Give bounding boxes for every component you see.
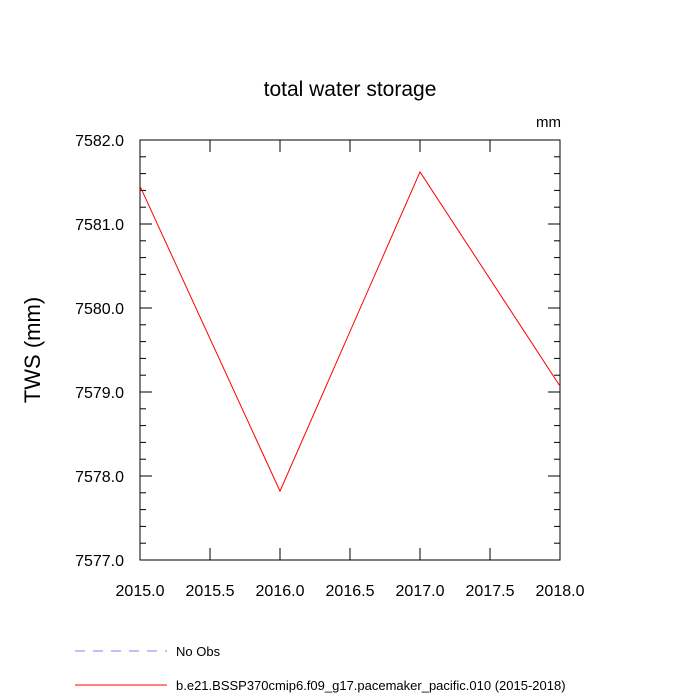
legend-label: b.e21.BSSP370cmip6.f09_g17.pacemaker_pac… [176,678,566,693]
x-tick-label: 2017.5 [466,583,515,600]
x-tick-label: 2015.5 [186,583,235,600]
y-tick-label: 7582.0 [75,133,124,150]
y-axis-label: TWS (mm) [20,297,45,403]
chart-title: total water storage [264,78,437,101]
x-tick-label: 2018.0 [536,583,585,600]
y-tick-label: 7578.0 [75,469,124,486]
axis-tick-labels: 2015.0 2015.5 2016.0 2016.5 2017.0 2017.5 2018… [75,133,585,600]
y-tick-label: 7581.0 [75,217,124,234]
series-group [139,170,561,493]
legend-label: No Obs [176,644,221,659]
axis-ticks [139,139,561,561]
y-tick-label: 7580.0 [75,301,124,318]
y-tick-label: 7577.0 [75,553,124,570]
plot-frame [139,139,561,561]
units-label: mm [536,114,561,131]
legend: No Obs b.e21.BSSP370cmip6.f09_g17.pacemak… [75,644,566,693]
x-tick-label: 2016.0 [256,583,305,600]
y-tick-label: 7579.0 [75,385,124,402]
series-line [139,170,561,493]
x-tick-label: 2016.5 [326,583,375,600]
x-tick-label: 2017.0 [396,583,445,600]
x-tick-label: 2015.0 [116,583,165,600]
